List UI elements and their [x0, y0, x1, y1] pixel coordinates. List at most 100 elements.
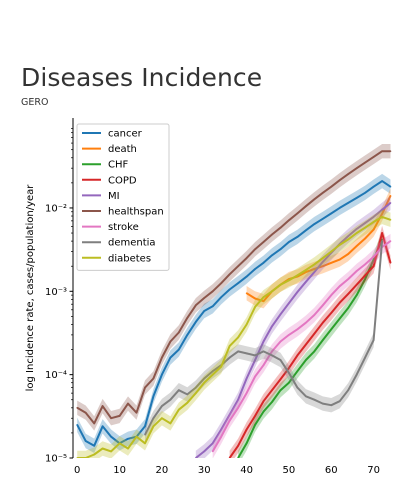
x-tick-label: 0 — [74, 465, 80, 476]
point-death — [364, 237, 366, 240]
point-cancer — [322, 218, 324, 220]
point-mi — [347, 235, 350, 237]
x-tick-label: 30 — [198, 465, 211, 476]
point-mi — [279, 313, 282, 316]
point-stroke — [296, 328, 299, 331]
point-dementia — [161, 405, 163, 407]
point-stroke — [372, 255, 375, 258]
point-healthspan — [237, 265, 239, 268]
point-diabetes — [254, 306, 256, 308]
legend: cancer death CHF COPD MI healthspan stroke deme… — [76, 123, 170, 271]
point-dementia — [296, 386, 299, 389]
point-cancer — [338, 207, 341, 209]
point-healthspan — [211, 290, 214, 293]
point-death — [313, 268, 316, 270]
point-diabetes — [372, 221, 375, 223]
point-diabetes — [161, 417, 163, 420]
point-chf — [313, 350, 316, 353]
point-healthspan — [347, 173, 350, 175]
series-chf — [237, 232, 384, 458]
point-cancer — [152, 395, 155, 398]
point-cancer — [161, 373, 163, 376]
x-tick-label: 10 — [113, 465, 126, 476]
point-chf — [288, 381, 290, 384]
point-healthspan — [152, 377, 155, 380]
legend-label-stroke: stroke — [108, 222, 139, 233]
point-chf — [279, 389, 282, 392]
point-mi — [220, 428, 222, 431]
series-layer — [76, 144, 392, 458]
point-cancer — [254, 268, 256, 270]
point-chf — [271, 401, 273, 403]
legend-label-copd: COPD — [108, 175, 137, 186]
point-cancer — [389, 185, 392, 188]
band-death — [246, 188, 391, 309]
point-healthspan — [322, 192, 324, 194]
page-title: Diseases Incidence — [21, 63, 263, 92]
point-healthspan — [381, 150, 383, 152]
point-stroke — [271, 350, 273, 353]
point-healthspan — [220, 282, 222, 285]
point-copd — [389, 262, 392, 264]
point-dementia — [203, 377, 205, 380]
point-cancer — [296, 236, 299, 238]
point-mi — [313, 271, 316, 273]
point-healthspan — [288, 219, 290, 222]
point-dementia — [262, 350, 265, 353]
point-diabetes — [144, 442, 146, 445]
point-healthspan — [195, 304, 197, 307]
point-dementia — [169, 398, 172, 401]
point-healthspan — [110, 417, 112, 420]
point-healthspan — [338, 179, 341, 181]
point-stroke — [322, 304, 324, 307]
point-cancer — [228, 288, 231, 291]
point-cancer — [372, 185, 375, 188]
point-chf — [305, 359, 307, 361]
point-cancer — [93, 445, 95, 447]
point-diabetes — [355, 232, 358, 234]
point-dementia — [313, 398, 316, 401]
point-healthspan — [144, 386, 146, 389]
point-death — [322, 265, 324, 268]
point-copd — [372, 265, 375, 268]
point-healthspan — [101, 405, 104, 407]
point-stroke — [279, 340, 282, 343]
point-stroke — [254, 375, 256, 378]
point-healthspan — [254, 248, 256, 250]
point-diabetes — [389, 219, 392, 221]
point-stroke — [389, 240, 392, 242]
point-cancer — [288, 241, 290, 243]
point-dementia — [322, 402, 324, 405]
point-healthspan — [296, 212, 299, 215]
point-dementia — [211, 370, 214, 373]
point-copd — [381, 232, 383, 234]
point-diabetes — [237, 336, 239, 339]
band-healthspan — [77, 144, 391, 431]
line-diabetes — [77, 215, 391, 458]
point-copd — [279, 378, 282, 381]
point-cancer — [178, 348, 180, 351]
point-mi — [237, 398, 239, 401]
point-copd — [296, 354, 299, 357]
point-mi — [296, 291, 299, 293]
point-copd — [271, 389, 273, 392]
legend-frame — [76, 123, 170, 271]
point-dementia — [305, 395, 307, 398]
point-cancer — [305, 229, 307, 232]
point-copd — [254, 415, 256, 417]
point-diabetes — [152, 425, 155, 428]
y-tick-label: 10⁻⁴ — [45, 370, 67, 381]
point-chf — [364, 278, 366, 280]
point-death — [262, 300, 265, 303]
point-cancer — [279, 248, 282, 250]
point-cancer — [127, 438, 129, 440]
point-dementia — [330, 404, 333, 407]
point-copd — [355, 283, 358, 286]
point-dementia — [364, 356, 366, 359]
point-cancer — [262, 262, 265, 264]
point-healthspan — [169, 340, 172, 343]
point-cancer — [347, 202, 350, 204]
point-stroke — [347, 278, 350, 280]
legend-label-death: death — [108, 144, 137, 155]
point-healthspan — [228, 273, 231, 276]
